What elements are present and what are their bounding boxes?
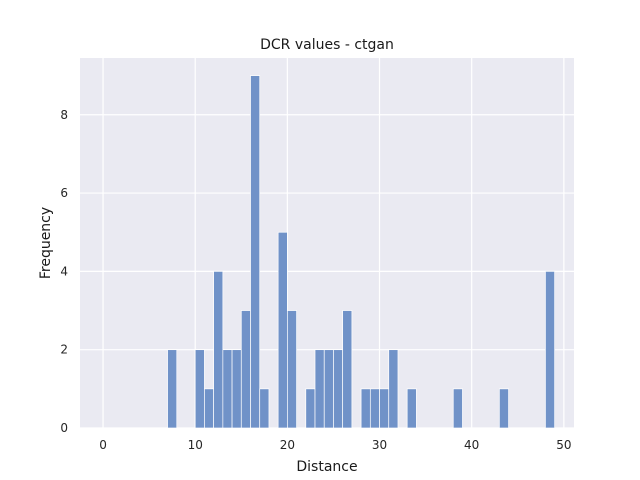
chart-title: DCR values - ctgan <box>260 37 394 53</box>
x-tick-label: 0 <box>99 438 107 452</box>
histogram-bar <box>204 388 214 429</box>
histogram-bar <box>545 271 555 429</box>
histogram-bar <box>406 388 417 429</box>
y-tick-labels: 0 2 4 6 8 <box>60 108 68 435</box>
y-tick-label: 8 <box>60 108 68 122</box>
histogram-bar <box>305 388 316 429</box>
x-tick-label: 50 <box>556 438 571 452</box>
histogram-bar <box>167 349 178 429</box>
y-tick-label: 0 <box>60 421 68 435</box>
y-tick-label: 2 <box>60 343 68 357</box>
bars <box>167 75 555 429</box>
histogram-bar <box>287 310 297 429</box>
histogram-bar <box>452 388 463 429</box>
x-tick-label: 20 <box>280 438 295 452</box>
histogram-bar <box>333 349 344 429</box>
y-axis-label: Frequency <box>38 207 54 279</box>
y-tick-label: 6 <box>60 186 68 200</box>
histogram-bar <box>259 388 270 429</box>
x-tick-label: 10 <box>188 438 203 452</box>
histogram-bar <box>213 271 224 429</box>
histogram-bar <box>194 349 205 429</box>
histogram-bar <box>231 349 242 429</box>
histogram-bar <box>314 349 325 429</box>
x-tick-label: 30 <box>372 438 387 452</box>
histogram-bar <box>498 388 509 429</box>
histogram-bar <box>360 388 371 429</box>
x-axis-label: Distance <box>296 459 357 475</box>
histogram-bar <box>222 349 233 429</box>
histogram-bar <box>240 310 251 429</box>
histogram-bar <box>388 349 399 429</box>
x-tick-label: 40 <box>464 438 479 452</box>
histogram-bar <box>250 75 261 429</box>
histogram-bar <box>379 388 390 429</box>
histogram-bar <box>342 310 353 429</box>
histogram-bar <box>369 388 380 429</box>
y-tick-label: 4 <box>60 264 68 278</box>
histogram-bar <box>323 349 334 429</box>
histogram-bar <box>277 231 288 429</box>
x-tick-labels: 0 10 20 30 40 50 <box>99 438 571 452</box>
